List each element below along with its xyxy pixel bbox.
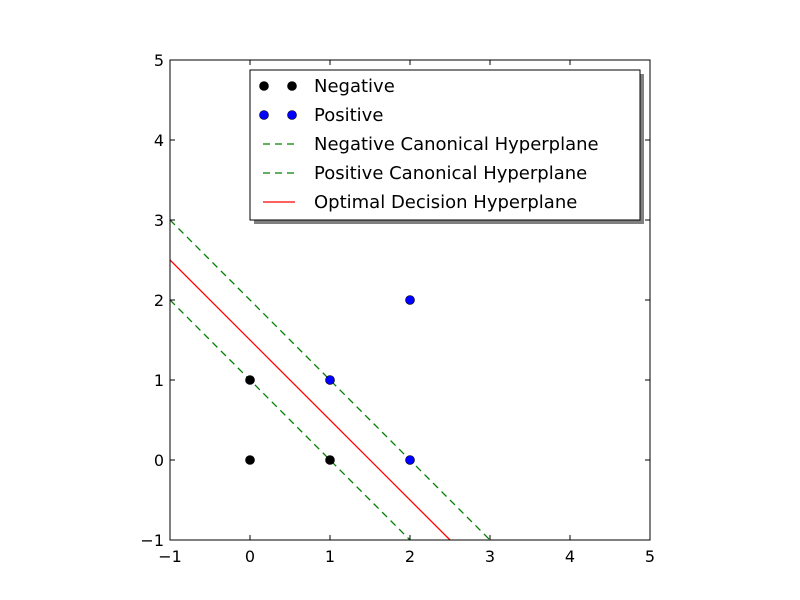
series-line-3: [170, 219, 491, 540]
legend-label-0: Negative: [314, 76, 395, 97]
y-tick-label-2: 1: [154, 371, 164, 390]
y-tick-label-0: −1: [140, 531, 164, 550]
legend-label-2: Negative Canonical Hyperplane: [314, 134, 599, 155]
x-tick-label-6: 5: [645, 547, 655, 566]
x-tick-label-3: 2: [405, 547, 415, 566]
series-line-2: [170, 299, 411, 540]
data-point-1-2: [405, 295, 415, 305]
series-layer: [170, 219, 491, 540]
data-point-1-0: [325, 375, 335, 385]
y-tick-label-4: 3: [154, 211, 164, 230]
y-tick-label-5: 4: [154, 131, 164, 150]
x-tick-label-1: 0: [245, 547, 255, 566]
legend-marker-1-0: [259, 110, 269, 120]
data-point-0-0: [245, 455, 255, 465]
legend-box: [249, 69, 641, 221]
legend-marker-1-1: [287, 110, 297, 120]
x-tick-label-5: 4: [565, 547, 575, 566]
y-tick-label-1: 0: [154, 451, 164, 470]
legend-marker-0-1: [287, 81, 297, 91]
series-line-4: [170, 259, 451, 540]
y-tick-label-6: 5: [154, 51, 164, 70]
legend-marker-0-0: [259, 81, 269, 91]
legend-label-1: Positive: [314, 105, 383, 126]
data-point-0-2: [325, 455, 335, 465]
x-tick-label-2: 1: [325, 547, 335, 566]
y-tick-label-3: 2: [154, 291, 164, 310]
x-tick-label-4: 3: [485, 547, 495, 566]
legend-label-3: Positive Canonical Hyperplane: [314, 163, 587, 184]
tick-layer: −1 0 1 2 3 4 5 −1 0 1 2 3 4 5: [140, 51, 655, 566]
legend: Negative Positive Negative Canonical Hyper…: [249, 69, 644, 224]
plot-frame: [169, 59, 651, 541]
data-point-0-1: [245, 375, 255, 385]
x-tick-label-0: −1: [158, 547, 182, 566]
legend-label-4: Optimal Decision Hyperplane: [314, 192, 577, 213]
data-point-1-1: [405, 455, 415, 465]
